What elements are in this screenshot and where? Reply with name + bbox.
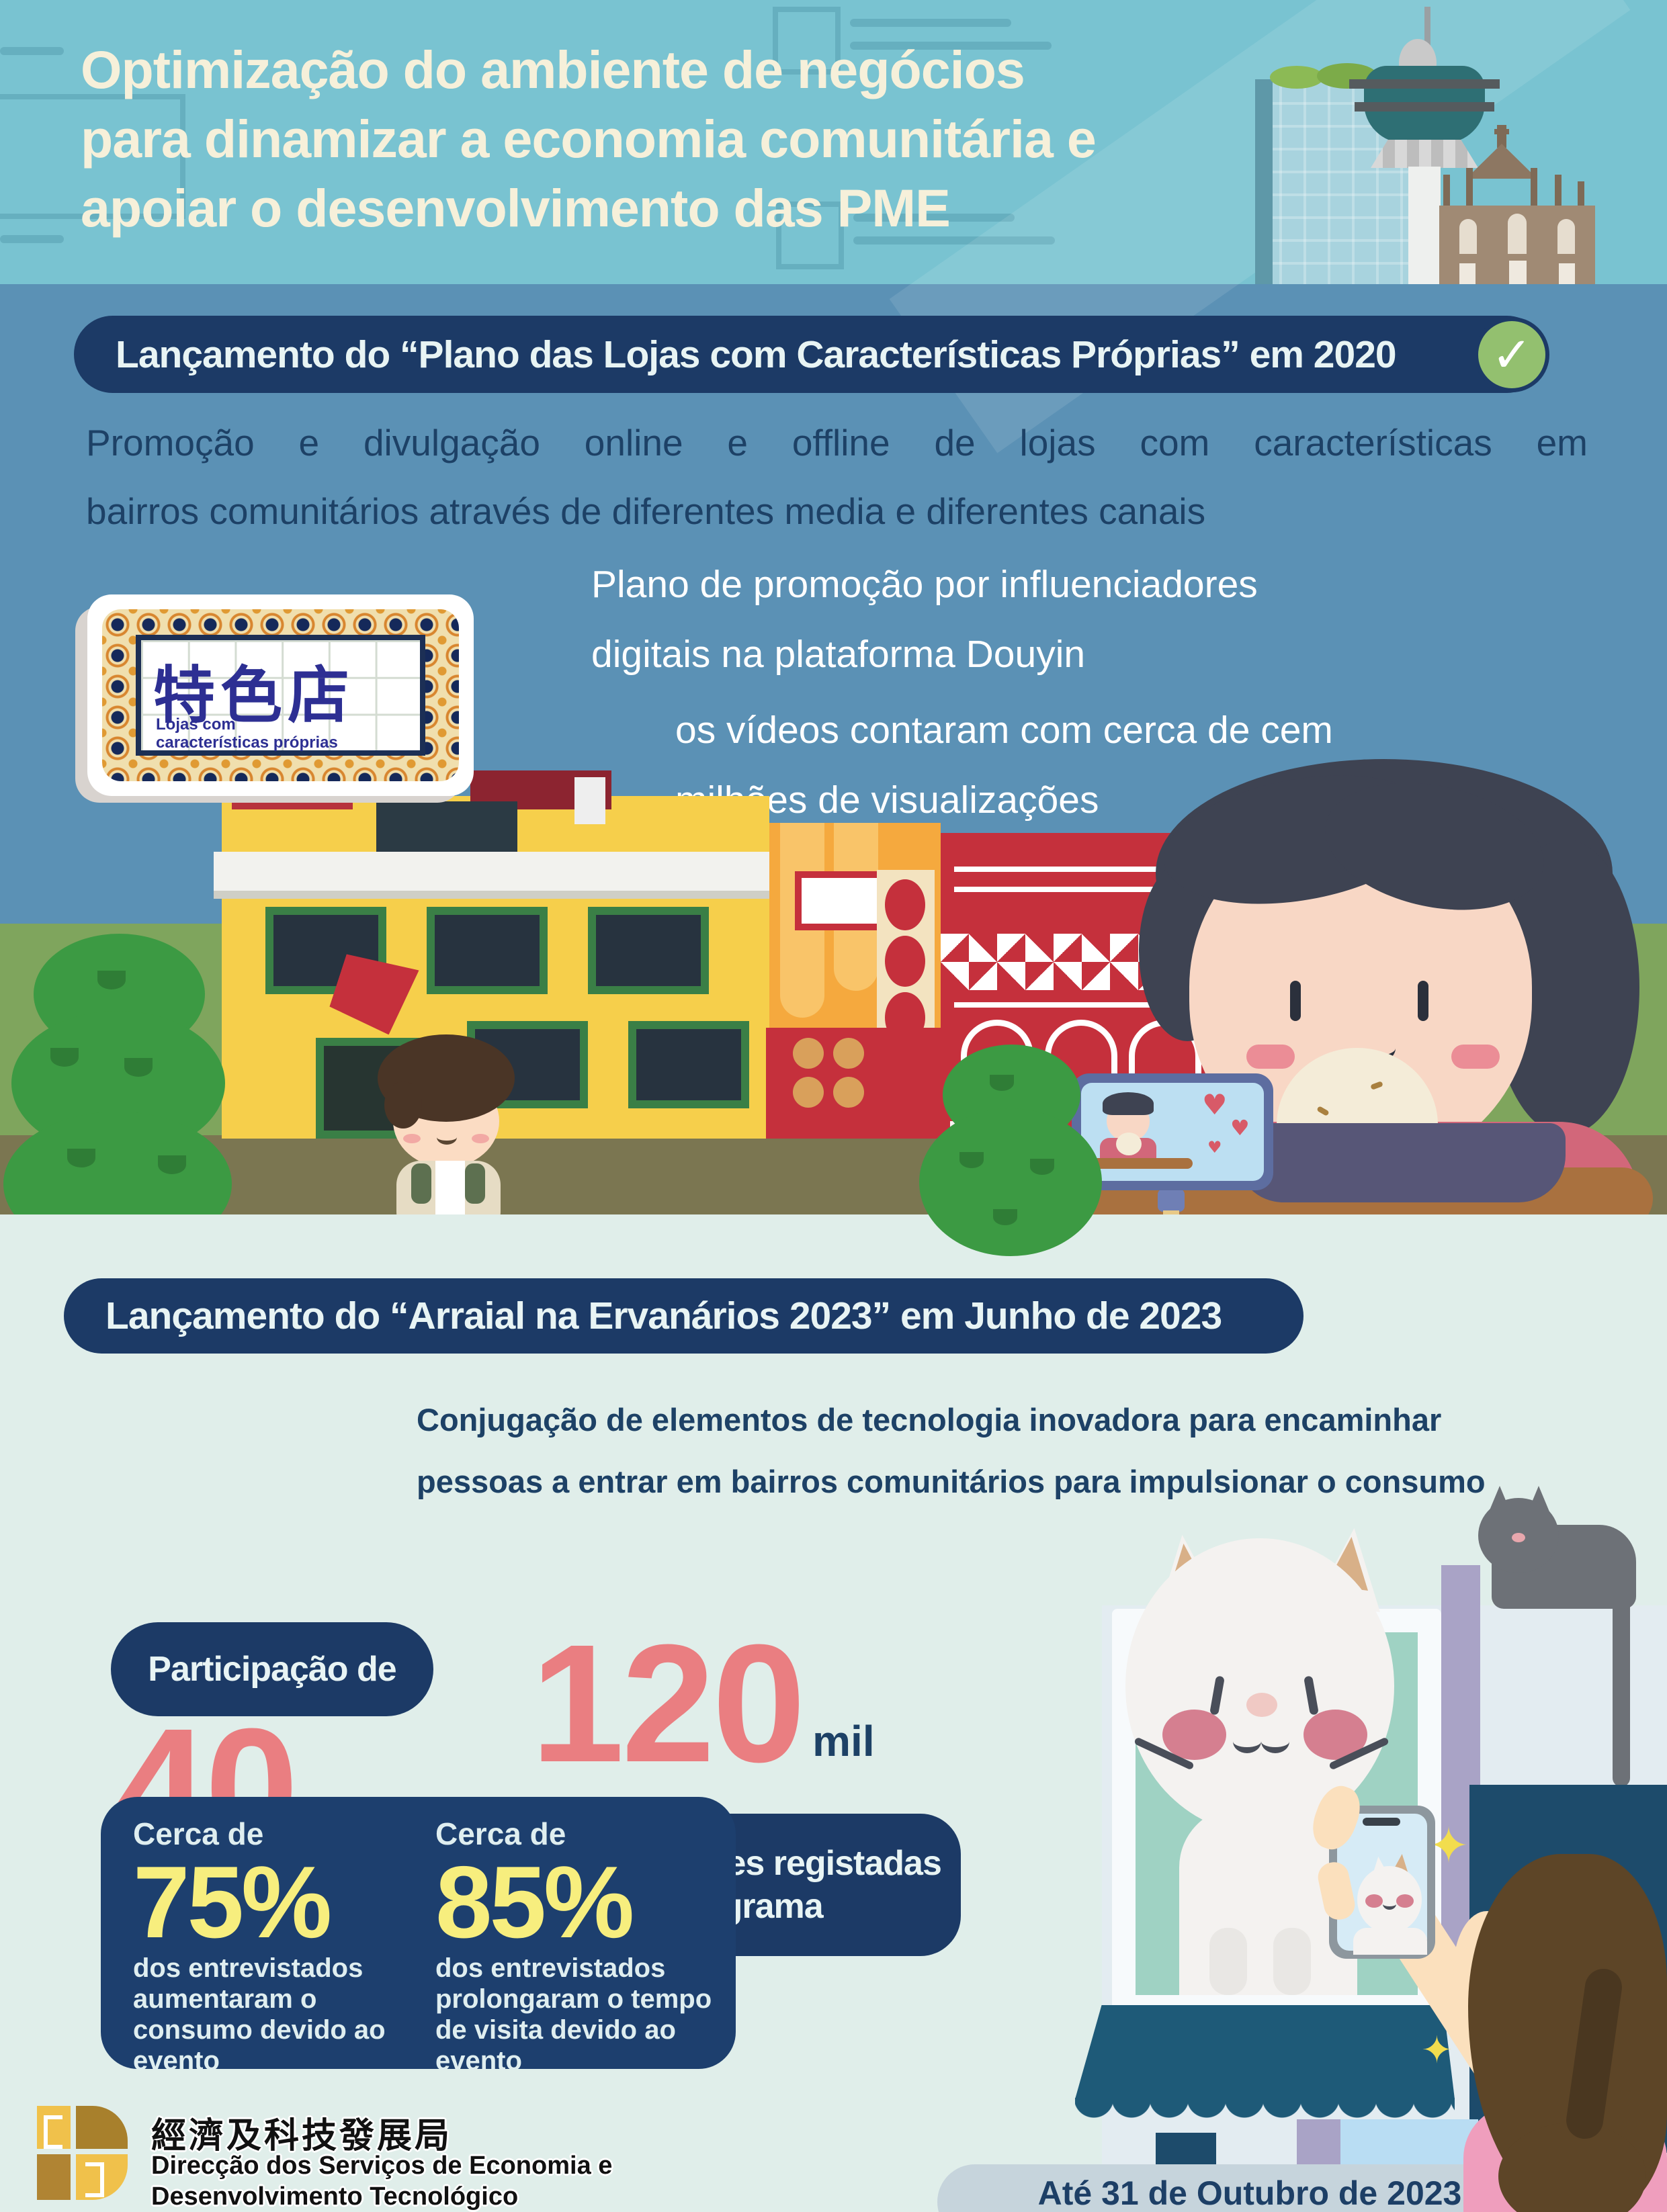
title-line-2: para dinamizar a economia comunitária e — [81, 109, 1097, 169]
section1-paragraph-line2: bairros comunitários através de diferent… — [86, 490, 1206, 532]
bowl — [1236, 1123, 1566, 1202]
survey-stats-box: Cerca de 75% dos entrevistados aumentara… — [101, 1797, 736, 2076]
topiary-tree — [3, 934, 232, 1256]
title-line-3: apoiar o desenvolvimento das PME — [81, 178, 951, 238]
rooftop-sign — [376, 801, 517, 856]
footer: 經濟及科技發展局 Direcção dos Serviços de Econom… — [37, 2106, 910, 2212]
window — [265, 907, 386, 994]
roof-shrub — [1270, 66, 1324, 89]
views-stat: 120 mil — [531, 1609, 875, 1797]
views-unit: mil — [812, 1716, 875, 1765]
boy-character — [376, 1034, 551, 1236]
bush — [919, 1045, 1102, 1256]
section2-paragraph: Conjugação de elementos de tecnologia in… — [417, 1389, 1486, 1513]
stat-right-desc: dos entrevistados prolongaram o tempo de… — [435, 1953, 712, 2076]
awning-scallops — [1075, 2098, 1455, 2119]
line-decoration — [0, 235, 64, 243]
banner-arraial-label: Lançamento do “Arraial na Ervanários 202… — [105, 1294, 1222, 1337]
heart-icon: ♥ — [1207, 1138, 1222, 1157]
livestream-phone: ♥ ♥ ♥ — [1072, 1073, 1273, 1190]
date-note-pill: Até 31 de Outubro de 2023 — [937, 2164, 1562, 2212]
section2-paragraph-line1: Conjugação de elementos de tecnologia in… — [417, 1402, 1442, 1437]
ruins-st-paul-illustration — [1439, 125, 1595, 284]
big-cat-head — [1125, 1538, 1394, 1834]
stat-right: Cerca de 85% dos entrevistados prolongar… — [435, 1816, 724, 2076]
stat-left-desc: dos entrevistados aumentaram o consumo d… — [133, 1953, 386, 2076]
square-decoration — [0, 94, 185, 219]
views-number: 120 — [531, 1609, 806, 1797]
section2-paragraph-line2: pessoas a entrar em bairros comunitários… — [417, 1464, 1486, 1499]
macau-tower-ring — [1349, 79, 1500, 89]
page-title: Optimização do ambiente de negócios para… — [81, 35, 1223, 242]
participation-label: Participação de — [148, 1650, 396, 1689]
checklist-decoration — [773, 7, 841, 75]
gray-cat — [1478, 1486, 1667, 1800]
stat-left-prefix: Cerca de — [133, 1816, 264, 1851]
checklist-decoration — [776, 202, 844, 269]
checklist-line-decoration — [853, 214, 1015, 222]
shop-sign-board: 特色店 Lojas com características próprias — [75, 594, 474, 803]
stat-right-prefix: Cerca de — [435, 1816, 566, 1851]
checklist-line-decoration — [853, 236, 1055, 245]
org-name-chinese: 經濟及科技發展局 — [151, 2117, 453, 2156]
sign-subtitle: Lojas com características próprias — [156, 715, 338, 752]
macau-tower-ring — [1355, 102, 1494, 112]
header: Optimização do ambiente de negócios para… — [0, 0, 1667, 453]
participation-pill: Participação de — [111, 1622, 433, 1716]
woman-character: ✦ ✦ — [1297, 1746, 1667, 2212]
heart-icon: ♥ — [1202, 1088, 1228, 1121]
douyin-promo-text: Plano de promoção por influenciadores di… — [591, 549, 1258, 689]
banner-arraial: Lançamento do “Arraial na Ervanários 202… — [64, 1278, 1303, 1354]
stat-left-percent: 75% — [133, 1845, 332, 1959]
douyin-promo-line2: digitais na plataforma Douyin — [591, 633, 1086, 676]
selfie-stick — [1158, 1189, 1185, 1212]
stat-left: Cerca de 75% dos entrevistados aumentara… — [133, 1816, 402, 2076]
check-badge: ✓ — [1474, 317, 1549, 392]
vlogger-eye — [1418, 981, 1428, 1021]
orange-stall — [766, 823, 944, 1139]
org-name-portuguese: Direcção dos Serviços de Economia e Dese… — [151, 2152, 613, 2211]
section1-paragraph: Promoção e divulgação online e offline d… — [86, 408, 1588, 545]
macau-tower-shaft — [1408, 167, 1441, 284]
vlogger-character — [1102, 756, 1667, 1229]
views-text-line1: os vídeos contaram com cerca de cem — [675, 709, 1333, 752]
stat-right-percent: 85% — [435, 1845, 634, 1959]
section1-paragraph-line1: Promoção e divulgação online e offline d… — [86, 422, 1588, 463]
checklist-line-decoration — [850, 19, 1011, 27]
line-decoration — [0, 47, 64, 55]
heart-icon: ♥ — [1230, 1115, 1250, 1141]
vlogger-eye — [1290, 981, 1301, 1021]
sign-chinese-text: 特色店 — [153, 662, 355, 730]
title-line-1: Optimização do ambiente de negócios — [81, 40, 1025, 99]
macau-tower-flare — [1371, 140, 1478, 168]
window — [588, 907, 709, 994]
banner-plano-lojas: Lançamento do “Plano das Lojas com Carac… — [74, 316, 1549, 393]
checklist-line-decoration — [850, 42, 1052, 50]
douyin-promo-line1: Plano de promoção por influenciadores — [591, 563, 1258, 606]
window — [427, 907, 548, 994]
check-icon: ✓ — [1491, 326, 1533, 383]
sparkle-icon: ✦ — [1421, 2029, 1453, 2072]
awning — [1075, 2005, 1455, 2099]
dsedt-logo — [37, 2106, 128, 2200]
date-note-label: Até 31 de Outubro de 2023 — [1037, 2174, 1462, 2212]
window — [628, 1021, 749, 1108]
banner-plano-lojas-label: Lançamento do “Plano das Lojas com Carac… — [116, 333, 1397, 376]
